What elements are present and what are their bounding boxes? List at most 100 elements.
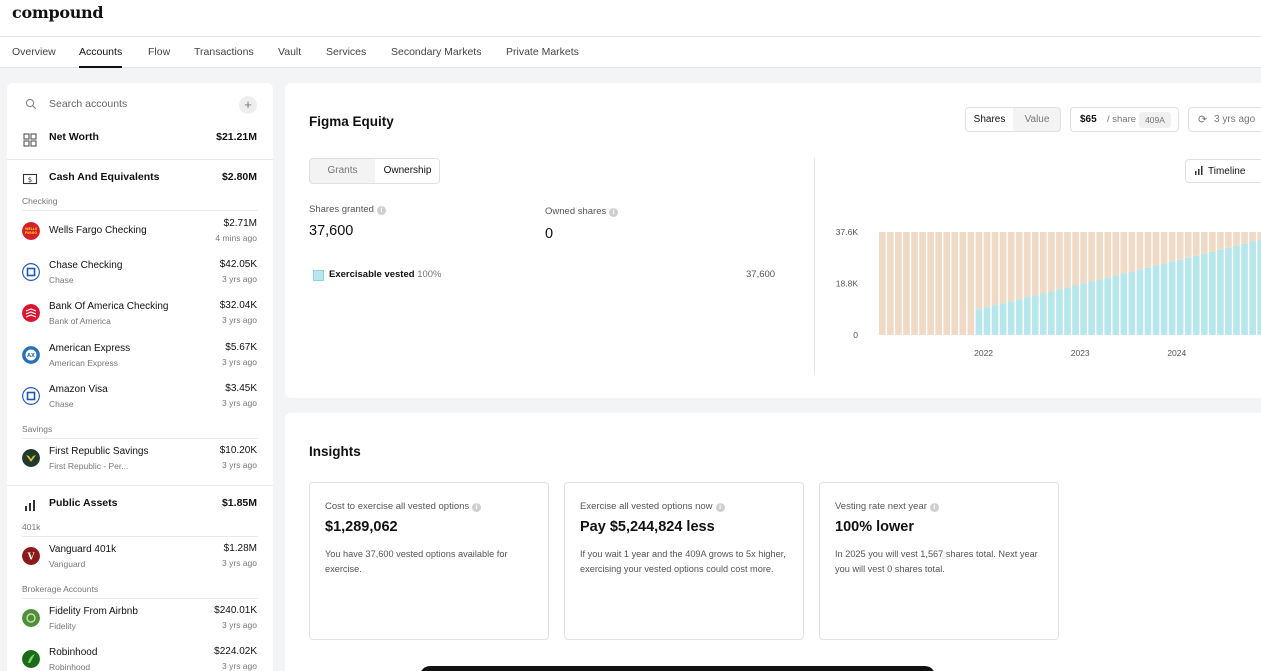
vested-bar: [1160, 263, 1168, 335]
unvested-bar: [879, 232, 886, 335]
floating-action-bar[interactable]: [420, 666, 935, 671]
unvested-bar: [975, 232, 983, 310]
y-tick-label: 37.6K: [836, 227, 859, 237]
legend-percent: 100%: [417, 269, 442, 280]
vested-bar: [1096, 279, 1103, 335]
vested-bar: [991, 305, 999, 335]
unvested-bar: [1031, 232, 1039, 296]
unvested-bar: [1160, 232, 1168, 264]
vested-bar: [1112, 275, 1120, 335]
unvested-bar: [983, 232, 991, 308]
add-account-button[interactable]: +: [239, 96, 257, 114]
info-icon[interactable]: i: [715, 503, 725, 512]
refresh-button[interactable]: ⟳ 3 yrs ago: [1188, 107, 1261, 132]
account-name: Bank Of America Checking: [49, 301, 169, 312]
unvested-bar: [1184, 232, 1192, 258]
public-assets-row[interactable]: Public Assets $1.85M: [7, 496, 273, 516]
net-worth-row[interactable]: Net Worth $21.21M: [7, 130, 273, 150]
unvested-bar: [927, 232, 934, 335]
account-row[interactable]: Robinhood Robinhood $224.02K 3 yrs ago: [7, 645, 273, 671]
x-tick-label: 2023: [1071, 348, 1090, 358]
tab-ownership[interactable]: Ownership: [375, 159, 439, 183]
tab-services[interactable]: Services: [326, 46, 367, 58]
account-row[interactable]: WELLS FARGO Wells Fargo Checking $2.71M …: [7, 217, 273, 251]
price-source-badge: 409A: [1139, 112, 1171, 128]
unvested-bar: [1192, 232, 1200, 256]
insight-cost-to-exercise[interactable]: Cost to exercise all vested options i $1,…: [309, 482, 549, 640]
x-tick-label: 2024: [1167, 348, 1186, 358]
insight-vesting-rate[interactable]: Vesting rate next year i 100% lower In 20…: [819, 482, 1059, 640]
owned-shares-label-text: Owned shares: [545, 206, 607, 217]
unvested-bar: [1249, 232, 1256, 242]
tab-secondary-markets[interactable]: Secondary Markets: [391, 46, 482, 58]
account-value: $32.04K: [219, 300, 257, 311]
top-bar: compound: [0, 0, 1261, 37]
vested-bar: [1249, 241, 1256, 335]
cash-group-row[interactable]: $ Cash And Equivalents $2.80M: [7, 170, 273, 190]
unvested-bar: [911, 232, 918, 335]
tab-flow[interactable]: Flow: [148, 46, 171, 58]
account-institution: Fidelity: [49, 621, 76, 631]
divider: [22, 598, 258, 599]
shares-granted-value: 37,600: [309, 223, 354, 239]
unvested-bar: [1152, 232, 1160, 266]
account-value: $224.02K: [214, 646, 257, 657]
brokerage-section-label: Brokerage Accounts: [22, 584, 99, 594]
insight-heading: Cost to exercise all vested options i: [325, 501, 482, 512]
unvested-bar: [895, 232, 902, 335]
account-name: Robinhood: [49, 647, 98, 658]
vested-bar: [1064, 287, 1071, 335]
info-icon[interactable]: i: [609, 208, 619, 217]
account-row[interactable]: Amazon Visa Chase $3.45K 3 yrs ago: [7, 382, 273, 416]
tab-accounts[interactable]: Accounts: [79, 37, 123, 68]
info-icon[interactable]: i: [929, 503, 939, 512]
account-row[interactable]: Bank Of America Checking Bank of America…: [7, 299, 273, 333]
savings-section-label: Savings: [22, 424, 53, 434]
divider: [22, 536, 258, 537]
unvested-bar: [1120, 232, 1128, 274]
svg-text:$: $: [28, 176, 32, 184]
vested-bar: [1015, 299, 1023, 335]
tab-overview[interactable]: Overview: [12, 46, 56, 58]
info-icon[interactable]: i: [472, 503, 482, 512]
account-row[interactable]: Fidelity From Airbnb Fidelity $240.01K 3…: [7, 604, 273, 638]
account-search[interactable]: Search accounts +: [7, 93, 273, 117]
account-updated: 3 yrs ago: [222, 274, 257, 284]
account-value: $2.71M: [223, 218, 257, 229]
svg-text:WELLS: WELLS: [25, 227, 38, 231]
insights-card: Insights Cost to exercise all vested opt…: [285, 413, 1261, 671]
unvested-bar: [959, 232, 967, 335]
value-toggle-button[interactable]: Value: [1024, 114, 1050, 125]
unvested-bar: [1072, 232, 1079, 286]
unvested-bar: [1233, 232, 1240, 246]
insight-exercise-now[interactable]: Exercise all vested options now i Pay $5,…: [564, 482, 804, 640]
account-row[interactable]: First Republic Savings First Republic - …: [7, 444, 273, 478]
app-logo[interactable]: compound: [12, 3, 104, 22]
vested-bar: [1184, 257, 1192, 335]
tab-vault[interactable]: Vault: [278, 46, 302, 58]
vested-bar: [1104, 277, 1112, 335]
unvested-bar: [919, 232, 926, 335]
account-row[interactable]: V Vanguard 401k Vanguard $1.28M 3 yrs ag…: [7, 542, 273, 576]
share-price-button[interactable]: $65 / share 409A: [1070, 107, 1179, 132]
insight-value: $1,289,062: [325, 519, 398, 535]
account-row[interactable]: Chase Checking Chase $42.05K 3 yrs ago: [7, 258, 273, 292]
unvested-bar: [935, 232, 942, 335]
tab-private-markets[interactable]: Private Markets: [506, 46, 579, 58]
info-icon[interactable]: i: [376, 206, 386, 215]
search-input[interactable]: Search accounts: [49, 98, 128, 110]
robinhood-logo-icon: [22, 650, 40, 668]
public-assets-value: $1.85M: [221, 497, 257, 509]
timeline-button[interactable]: Timeline: [1185, 159, 1261, 183]
shares-toggle-button[interactable]: Shares: [966, 108, 1013, 131]
account-value: $5.67K: [225, 342, 257, 353]
tab-grants[interactable]: Grants: [327, 165, 358, 176]
unvested-bar: [1064, 232, 1071, 288]
y-tick-label: 0: [853, 330, 858, 340]
unvested-bar: [1112, 232, 1120, 276]
y-tick-label: 18.8K: [836, 279, 859, 289]
account-name: Chase Checking: [49, 260, 123, 271]
account-name: First Republic Savings: [49, 446, 149, 457]
tab-transactions[interactable]: Transactions: [194, 46, 254, 58]
account-row[interactable]: AX American Express American Express $5.…: [7, 341, 273, 375]
